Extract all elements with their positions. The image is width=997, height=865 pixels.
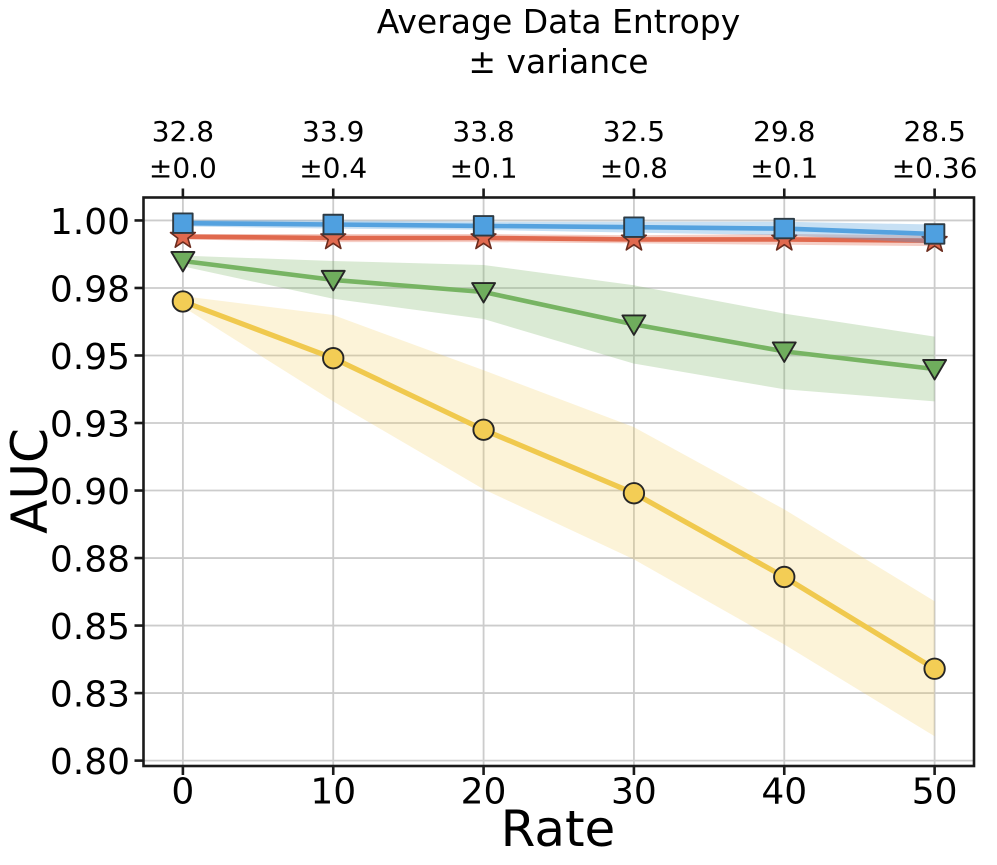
top-tick-mean: 29.8 (753, 115, 815, 148)
y-tick-label: 1.00 (50, 202, 130, 243)
top-tick-mean: 32.5 (603, 115, 665, 148)
circle-marker (322, 347, 345, 370)
series-green-triangles-band (182, 255, 935, 402)
series-yellow-circles-band (182, 296, 935, 737)
circle-marker (923, 657, 946, 680)
x-tick-label: 40 (761, 772, 807, 813)
circle-marker (622, 482, 646, 505)
circle-marker (472, 418, 495, 441)
series-yellow-circles-line (180, 298, 938, 672)
top-tick-variance: ±0.4 (299, 152, 367, 185)
y-tick-label: 0.88 (50, 540, 130, 581)
y-axis-label: AUC (1, 428, 59, 534)
top-tick-variance: ±0.0 (149, 152, 217, 185)
y-tick-label: 0.98 (50, 269, 130, 310)
top-tick-variance: ±0.36 (892, 152, 978, 185)
x-tick-label: 50 (912, 772, 958, 813)
series-blue-squares-line (180, 220, 937, 237)
x-tick-label: 20 (461, 772, 507, 813)
top-tick-mean: 33.8 (452, 115, 514, 148)
triangle-down-marker (922, 359, 948, 381)
triangle-down-marker (170, 251, 196, 273)
y-tick-label: 0.85 (50, 607, 130, 648)
top-tick-variance: ±0.1 (750, 152, 818, 185)
square-marker (172, 212, 194, 234)
square-marker (322, 213, 344, 236)
top-axis-title-line-1: Average Data Entropy (376, 2, 741, 41)
triangle-down-marker (771, 341, 797, 363)
axes-spines (142, 196, 976, 768)
y-tick-label: 0.93 (50, 405, 130, 446)
series-green-triangles-line (180, 258, 937, 372)
x-tick-label: 30 (611, 772, 657, 813)
y-tick-label: 0.83 (50, 675, 130, 716)
y-tick-label: 0.95 (50, 337, 130, 378)
square-marker (472, 215, 495, 237)
triangle-down-marker (471, 282, 497, 304)
series-red-stars-line (180, 234, 937, 243)
top-tick-variance: ±0.1 (450, 152, 518, 185)
x-tick-label: 10 (310, 772, 356, 813)
circle-marker (171, 290, 195, 313)
top-tick-mean: 32.8 (152, 115, 214, 148)
triangle-down-marker (621, 314, 647, 336)
x-axis-label: Rate (500, 800, 616, 858)
square-marker (623, 216, 645, 238)
square-marker (773, 217, 795, 240)
x-tick-label: 0 (171, 772, 194, 813)
circle-marker (773, 565, 796, 589)
y-tick-label: 0.90 (50, 472, 130, 513)
top-tick-mean: 33.9 (302, 115, 364, 148)
top-axis-title-line-2: ± variance (468, 42, 649, 81)
y-tick-label: 0.80 (50, 742, 130, 783)
top-tick-variance: ±0.8 (600, 152, 668, 185)
square-marker (923, 223, 946, 245)
top-tick-mean: 28.5 (903, 115, 965, 148)
top-axis-title: Average Data Entropy ± variance (143, 2, 974, 82)
triangle-down-marker (320, 269, 346, 292)
